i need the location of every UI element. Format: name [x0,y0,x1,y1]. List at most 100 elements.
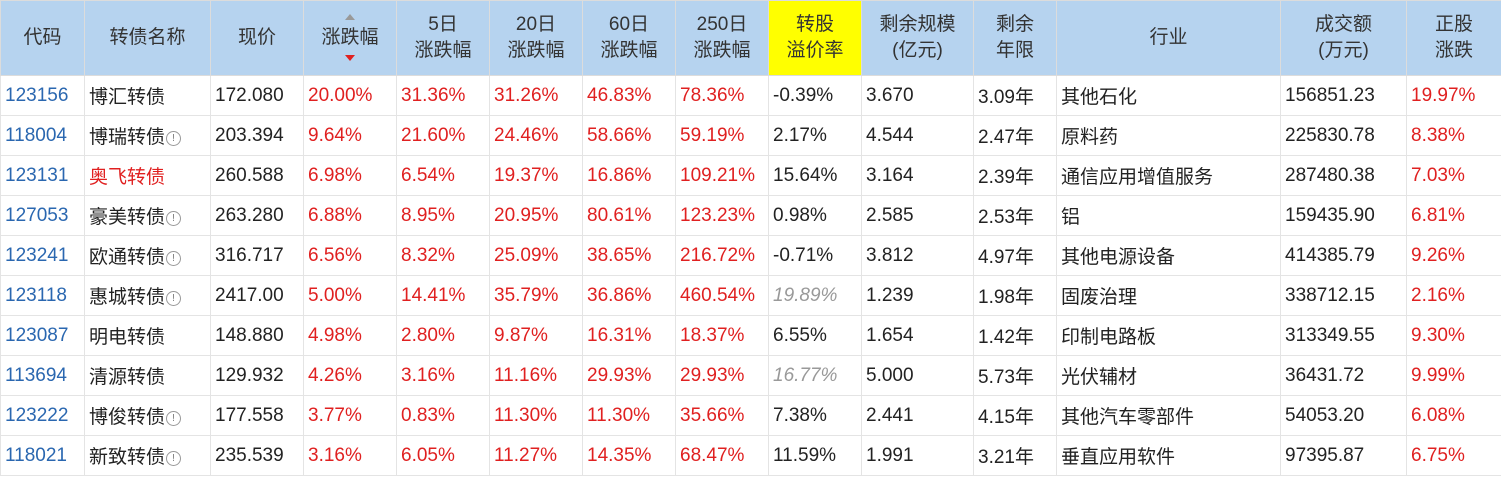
stock-change-cell: 6.08% [1406,395,1501,436]
sort-asc-icon[interactable] [345,14,355,20]
header-5d-change[interactable]: 5日 涨跌幅 [396,0,490,76]
bond-code-link[interactable]: 118004 [5,124,67,146]
change-20d-cell: 24.46% [489,115,583,156]
change-5d-cell: 3.16% [396,355,490,396]
stock-change-cell: 9.30% [1406,315,1501,356]
scale-cell: 3.812 [861,235,974,276]
header-name-label: 转债名称 [109,27,186,48]
bond-name-link[interactable]: 博汇转债 [89,87,166,108]
header-250d-change[interactable]: 250日 涨跌幅 [675,0,769,76]
bond-name-link[interactable]: 明电转债 [89,327,166,348]
bond-code-cell[interactable]: 113694 [0,355,85,396]
bond-code-cell[interactable]: 123087 [0,315,85,356]
header-premium-line2: 溢价率 [786,40,844,61]
industry-cell: 印制电路板 [1056,315,1281,356]
premium-cell: 6.55% [768,315,862,356]
bond-name-link[interactable]: 欧通转债 [89,247,166,268]
premium-cell: 7.38% [768,395,862,436]
info-icon[interactable]: ! [166,211,182,226]
change-20d-cell: 25.09% [489,235,583,276]
info-icon[interactable]: ! [166,451,182,466]
bond-code-link[interactable]: 123087 [5,324,69,346]
change-250d-cell: 68.47% [675,435,769,476]
info-icon[interactable]: ! [166,131,182,146]
bond-code-link[interactable]: 123131 [5,164,69,186]
bond-name-cell[interactable]: 奥飞转债 [84,155,211,196]
bond-code-link[interactable]: 123241 [5,244,69,266]
header-industry[interactable]: 行业 [1056,0,1281,76]
change-250d-cell: 78.36% [675,75,769,116]
bond-name-link[interactable]: 新致转债 [89,447,166,468]
change-20d-cell: 19.37% [489,155,583,196]
bond-name-link[interactable]: 奥飞转债 [89,167,166,188]
bond-code-cell[interactable]: 118004 [0,115,85,156]
bond-code-link[interactable]: 123156 [5,84,69,106]
years-cell: 4.15年 [973,395,1057,436]
change-cell: 4.98% [303,315,397,356]
bond-code-link[interactable]: 123118 [5,284,67,306]
header-remaining-scale[interactable]: 剩余规模 (亿元) [861,0,974,76]
header-20d-line2: 涨跌幅 [507,40,565,61]
header-volume[interactable]: 成交额 (万元) [1280,0,1407,76]
scale-cell: 1.654 [861,315,974,356]
bond-code-cell[interactable]: 123241 [0,235,85,276]
header-scale-line2: (亿元) [892,40,943,61]
bond-name-link[interactable]: 惠城转债 [89,287,166,308]
price-cell: 235.539 [210,435,304,476]
stock-change-cell: 19.97% [1406,75,1501,116]
premium-cell: 0.98% [768,195,862,236]
table-row: 118004 博瑞转债! 203.394 9.64% 21.60% 24.46%… [0,115,1501,156]
bond-name-cell[interactable]: 欧通转债! [84,235,211,276]
bond-code-cell[interactable]: 127053 [0,195,85,236]
header-20d-change[interactable]: 20日 涨跌幅 [489,0,583,76]
volume-cell: 97395.87 [1280,435,1407,476]
header-remaining-years[interactable]: 剩余 年限 [973,0,1057,76]
bond-name-link[interactable]: 博瑞转债 [89,127,166,148]
bond-name-cell[interactable]: 清源转债 [84,355,211,396]
header-change[interactable]: 涨跌幅 [303,0,397,76]
bond-name-link[interactable]: 豪美转债 [89,207,166,228]
header-name[interactable]: 转债名称 [84,0,211,76]
bond-code-cell[interactable]: 123222 [0,395,85,436]
years-cell: 3.21年 [973,435,1057,476]
bond-name-link[interactable]: 清源转债 [89,367,166,388]
premium-cell: 16.77% [768,355,862,396]
bond-code-link[interactable]: 123222 [5,404,69,426]
header-5d-line1: 5日 [428,14,458,35]
bond-code-cell[interactable]: 123131 [0,155,85,196]
sort-desc-icon[interactable] [345,55,355,61]
bond-name-cell[interactable]: 明电转债 [84,315,211,356]
bond-name-cell[interactable]: 惠城转债! [84,275,211,316]
bond-name-cell[interactable]: 博瑞转债! [84,115,211,156]
change-250d-cell: 216.72% [675,235,769,276]
header-code[interactable]: 代码 [0,0,85,76]
header-price[interactable]: 现价 [210,0,304,76]
bond-code-cell[interactable]: 123118 [0,275,85,316]
change-20d-cell: 9.87% [489,315,583,356]
change-250d-cell: 123.23% [675,195,769,236]
bond-code-cell[interactable]: 118021 [0,435,85,476]
bond-code-link[interactable]: 113694 [5,364,67,386]
bond-name-cell[interactable]: 新致转债! [84,435,211,476]
volume-cell: 225830.78 [1280,115,1407,156]
bond-name-link[interactable]: 博俊转债 [89,407,166,428]
bond-name-cell[interactable]: 博汇转债 [84,75,211,116]
change-60d-cell: 14.35% [582,435,676,476]
header-stock-change[interactable]: 正股 涨跌 [1406,0,1501,76]
volume-cell: 414385.79 [1280,235,1407,276]
info-icon[interactable]: ! [166,251,182,266]
bond-code-link[interactable]: 127053 [5,204,69,226]
change-250d-cell: 460.54% [675,275,769,316]
header-60d-change[interactable]: 60日 涨跌幅 [582,0,676,76]
header-5d-line2: 涨跌幅 [414,40,472,61]
info-icon[interactable]: ! [166,411,182,426]
bond-name-cell[interactable]: 豪美转债! [84,195,211,236]
years-cell: 1.42年 [973,315,1057,356]
bond-name-cell[interactable]: 博俊转债! [84,395,211,436]
premium-cell: -0.71% [768,235,862,276]
bond-code-cell[interactable]: 123156 [0,75,85,116]
price-cell: 2417.00 [210,275,304,316]
header-conversion-premium[interactable]: 转股 溢价率 [768,0,862,76]
bond-code-link[interactable]: 118021 [5,444,67,466]
info-icon[interactable]: ! [166,291,182,306]
